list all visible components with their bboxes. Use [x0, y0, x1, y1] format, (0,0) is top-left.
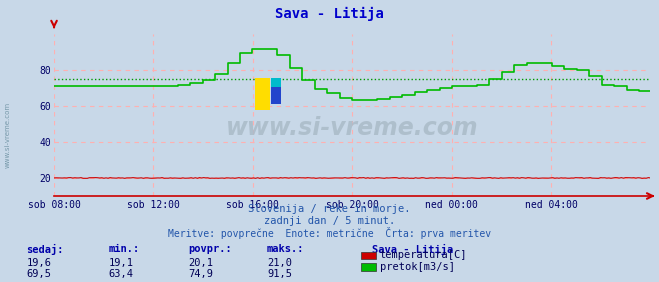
- Text: www.si-vreme.com: www.si-vreme.com: [5, 102, 11, 168]
- Text: 21,0: 21,0: [267, 258, 292, 268]
- Text: 74,9: 74,9: [188, 269, 213, 279]
- Text: Slovenija / reke in morje.: Slovenija / reke in morje.: [248, 204, 411, 214]
- Text: 69,5: 69,5: [26, 269, 51, 279]
- Text: 20,1: 20,1: [188, 258, 213, 268]
- Text: pretok[m3/s]: pretok[m3/s]: [380, 262, 455, 272]
- Bar: [271, 78, 281, 103]
- Text: povpr.:: povpr.:: [188, 244, 231, 254]
- Text: min.:: min.:: [109, 244, 140, 254]
- Text: 19,6: 19,6: [26, 258, 51, 268]
- Bar: [255, 78, 270, 110]
- Text: Sava - Litija: Sava - Litija: [275, 7, 384, 21]
- Text: Meritve: povprečne  Enote: metrične  Črta: prva meritev: Meritve: povprečne Enote: metrične Črta:…: [168, 227, 491, 239]
- Text: sedaj:: sedaj:: [26, 244, 64, 255]
- Text: www.si-vreme.com: www.si-vreme.com: [226, 116, 478, 140]
- Text: 63,4: 63,4: [109, 269, 134, 279]
- Text: 19,1: 19,1: [109, 258, 134, 268]
- Bar: [271, 78, 281, 87]
- Text: maks.:: maks.:: [267, 244, 304, 254]
- Text: temperatura[C]: temperatura[C]: [380, 250, 467, 261]
- Text: zadnji dan / 5 minut.: zadnji dan / 5 minut.: [264, 216, 395, 226]
- Text: Sava - Litija: Sava - Litija: [372, 244, 453, 255]
- Text: 91,5: 91,5: [267, 269, 292, 279]
